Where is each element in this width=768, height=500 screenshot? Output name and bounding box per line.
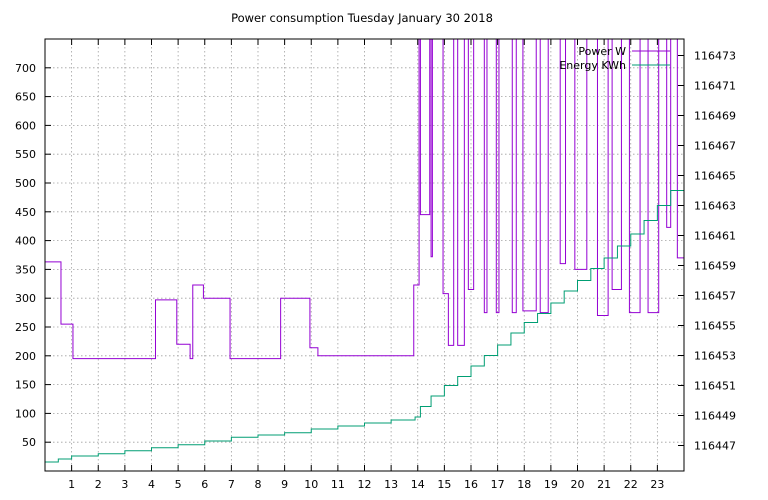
x-tick-label: 16 xyxy=(464,478,478,491)
x-tick-label: 22 xyxy=(624,478,638,491)
series-line-energy-kwh xyxy=(45,174,684,463)
y2-tick-label: 116447 xyxy=(694,440,736,453)
x-tick-label: 23 xyxy=(650,478,664,491)
y2-tick-label: 116471 xyxy=(694,80,736,93)
y2-tick-label: 116467 xyxy=(694,140,736,153)
y-tick-label: 50 xyxy=(22,436,36,449)
x-tick-label: 10 xyxy=(304,478,318,491)
y2-tick-label: 116449 xyxy=(694,410,736,423)
y2-tick-label: 116461 xyxy=(694,230,736,243)
series-line-power-w xyxy=(45,39,684,360)
x-tick-label: 19 xyxy=(544,478,558,491)
x-tick-label: 8 xyxy=(255,478,262,491)
x-tick-label: 6 xyxy=(201,478,208,491)
y-tick-label: 100 xyxy=(15,407,36,420)
y2-tick-label: 116463 xyxy=(694,200,736,213)
y2-tick-label: 116457 xyxy=(694,290,736,303)
x-tick-label: 15 xyxy=(437,478,451,491)
y2-tick-label: 116469 xyxy=(694,110,736,123)
x-tick-label: 12 xyxy=(358,478,372,491)
y-tick-label: 650 xyxy=(15,91,36,104)
legend-label: Power W xyxy=(578,45,626,58)
x-tick-label: 4 xyxy=(148,478,155,491)
x-tick-label: 3 xyxy=(121,478,128,491)
x-axis: 1 2 3 4 5 6 7 8 9 10 11 12 13 14 15 16 17 18 19 20 21 22 23 xyxy=(68,39,664,491)
x-tick-label: 14 xyxy=(411,478,425,491)
x-tick-label: 11 xyxy=(331,478,345,491)
y-tick-label: 150 xyxy=(15,379,36,392)
chart-title: Power consumption Tuesday January 30 201… xyxy=(231,11,493,25)
y2-tick-label: 116451 xyxy=(694,380,736,393)
x-tick-label: 13 xyxy=(384,478,398,491)
y-tick-label: 700 xyxy=(15,62,36,75)
y2-tick-label: 116473 xyxy=(694,50,736,63)
x-tick-label: 18 xyxy=(517,478,531,491)
y-tick-label: 500 xyxy=(15,177,36,190)
y-tick-label: 350 xyxy=(15,263,36,276)
plot-frame xyxy=(44,38,685,472)
y2-tick-label: 116453 xyxy=(694,350,736,363)
x-tick-label: 9 xyxy=(281,478,288,491)
legend-label: Energy KWh xyxy=(559,59,626,72)
series-layer xyxy=(45,39,684,463)
y2-tick-label: 116455 xyxy=(694,320,736,333)
x-tick-label: 20 xyxy=(571,478,585,491)
x-tick-label: 17 xyxy=(491,478,505,491)
y-axis-right: 116447 116449 116451 116453 116455 116457 1164… xyxy=(678,50,736,453)
y-axis-left: 50 100 150 200 250 300 350 400 450 500 550 600 650 70… xyxy=(15,62,51,449)
x-tick-label: 1 xyxy=(68,478,75,491)
x-tick-label: 21 xyxy=(597,478,611,491)
grid xyxy=(45,39,684,471)
y-tick-label: 300 xyxy=(15,292,36,305)
y-tick-label: 400 xyxy=(15,235,36,248)
x-tick-label: 5 xyxy=(175,478,182,491)
x-tick-label: 7 xyxy=(228,478,235,491)
y-tick-label: 600 xyxy=(15,119,36,132)
y-tick-label: 550 xyxy=(15,148,36,161)
y-tick-label: 200 xyxy=(15,350,36,363)
y2-tick-label: 116459 xyxy=(694,260,736,273)
x-tick-label: 2 xyxy=(95,478,102,491)
y-tick-label: 250 xyxy=(15,321,36,334)
y2-tick-label: 116465 xyxy=(694,170,736,183)
y-tick-label: 450 xyxy=(15,206,36,219)
